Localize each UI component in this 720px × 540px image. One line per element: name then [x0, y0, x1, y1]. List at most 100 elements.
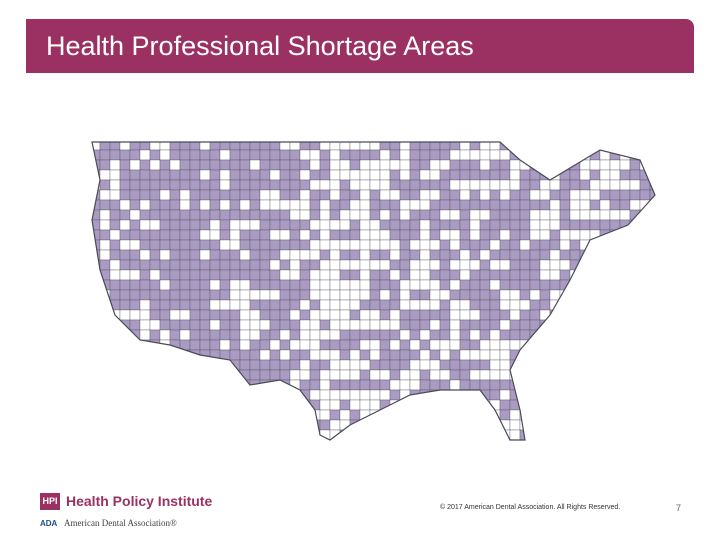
county-cell	[459, 219, 471, 231]
county-cell	[289, 279, 301, 291]
county-cell	[259, 149, 271, 161]
county-cell	[349, 209, 361, 221]
county-cell	[319, 149, 331, 161]
county-cell	[429, 229, 441, 241]
county-cell	[109, 229, 121, 241]
county-cell	[439, 369, 451, 381]
county-cell	[579, 309, 591, 321]
county-cell	[209, 319, 221, 331]
county-cell	[499, 269, 511, 281]
county-cell	[339, 259, 351, 271]
county-cell	[369, 239, 381, 251]
county-cell	[259, 339, 271, 351]
county-cell	[529, 142, 541, 151]
county-cell	[329, 359, 341, 371]
county-cell	[209, 399, 221, 411]
county-cell	[239, 209, 251, 221]
county-cell	[529, 169, 541, 181]
county-cell	[599, 439, 611, 440]
county-cell	[219, 169, 231, 181]
county-cell	[80, 340, 90, 350]
county-cell	[119, 429, 131, 440]
county-cell	[369, 359, 381, 371]
county-cell	[329, 369, 341, 381]
county-cell	[559, 419, 571, 431]
county-cell	[319, 429, 331, 440]
county-cell	[479, 329, 491, 341]
county-cell	[339, 149, 351, 161]
county-cell	[169, 319, 181, 331]
county-cell	[519, 219, 531, 231]
county-cell	[169, 359, 181, 371]
county-cell	[629, 379, 641, 391]
county-cell	[449, 199, 461, 211]
county-cell	[92, 329, 101, 341]
county-cell	[99, 319, 111, 331]
county-cell	[409, 269, 421, 281]
county-cell	[609, 399, 621, 411]
county-cell	[569, 399, 581, 411]
county-cell	[279, 169, 291, 181]
county-cell	[439, 259, 451, 271]
county-cell	[149, 349, 161, 361]
county-cell	[639, 439, 651, 440]
county-cell	[159, 259, 171, 271]
county-cell	[379, 239, 391, 251]
county-cell	[329, 439, 341, 440]
county-cell	[189, 229, 201, 241]
county-cell	[139, 209, 151, 221]
ada-name: American Dental Association®	[64, 518, 177, 528]
county-cell	[119, 399, 131, 411]
county-cell	[439, 429, 451, 440]
county-cell	[259, 259, 271, 271]
county-cell	[409, 259, 421, 271]
county-cell	[309, 199, 321, 211]
county-cell	[399, 359, 411, 371]
county-cell	[239, 319, 251, 331]
county-cell	[629, 289, 641, 301]
county-cell	[189, 199, 201, 211]
county-cell	[639, 299, 651, 311]
county-cell	[249, 349, 261, 361]
county-cell	[609, 179, 621, 191]
county-cell	[399, 229, 411, 241]
county-cell	[569, 389, 581, 401]
county-cell	[309, 339, 321, 351]
county-cell	[369, 319, 381, 331]
county-cell	[619, 229, 631, 241]
county-cell	[249, 269, 261, 281]
county-cell	[569, 339, 581, 351]
county-cell	[119, 239, 131, 251]
county-cell	[139, 239, 151, 251]
county-cell	[289, 259, 301, 271]
county-cell	[339, 349, 351, 361]
county-cell	[599, 429, 611, 440]
county-cell	[279, 359, 291, 371]
county-cell	[479, 299, 491, 311]
county-cell	[459, 279, 471, 291]
county-cell	[549, 409, 561, 421]
county-cell	[479, 379, 491, 391]
county-cell	[329, 249, 341, 261]
county-cell	[539, 299, 551, 311]
county-cell	[329, 209, 341, 221]
county-cell	[529, 219, 541, 231]
county-cell	[159, 409, 171, 421]
county-cell	[279, 369, 291, 381]
county-cell	[409, 239, 421, 251]
county-cell	[109, 239, 121, 251]
county-cell	[219, 229, 231, 241]
county-cell	[99, 389, 111, 401]
county-cell	[369, 429, 381, 440]
county-cell	[309, 169, 321, 181]
county-cell	[109, 219, 121, 231]
county-cell	[169, 169, 181, 181]
county-cell	[429, 419, 441, 431]
county-cell	[349, 339, 361, 351]
county-cell	[159, 279, 171, 291]
county-cell	[299, 239, 311, 251]
county-cell	[139, 369, 151, 381]
county-cell	[279, 149, 291, 161]
county-cell	[289, 229, 301, 241]
county-cell	[289, 389, 301, 401]
